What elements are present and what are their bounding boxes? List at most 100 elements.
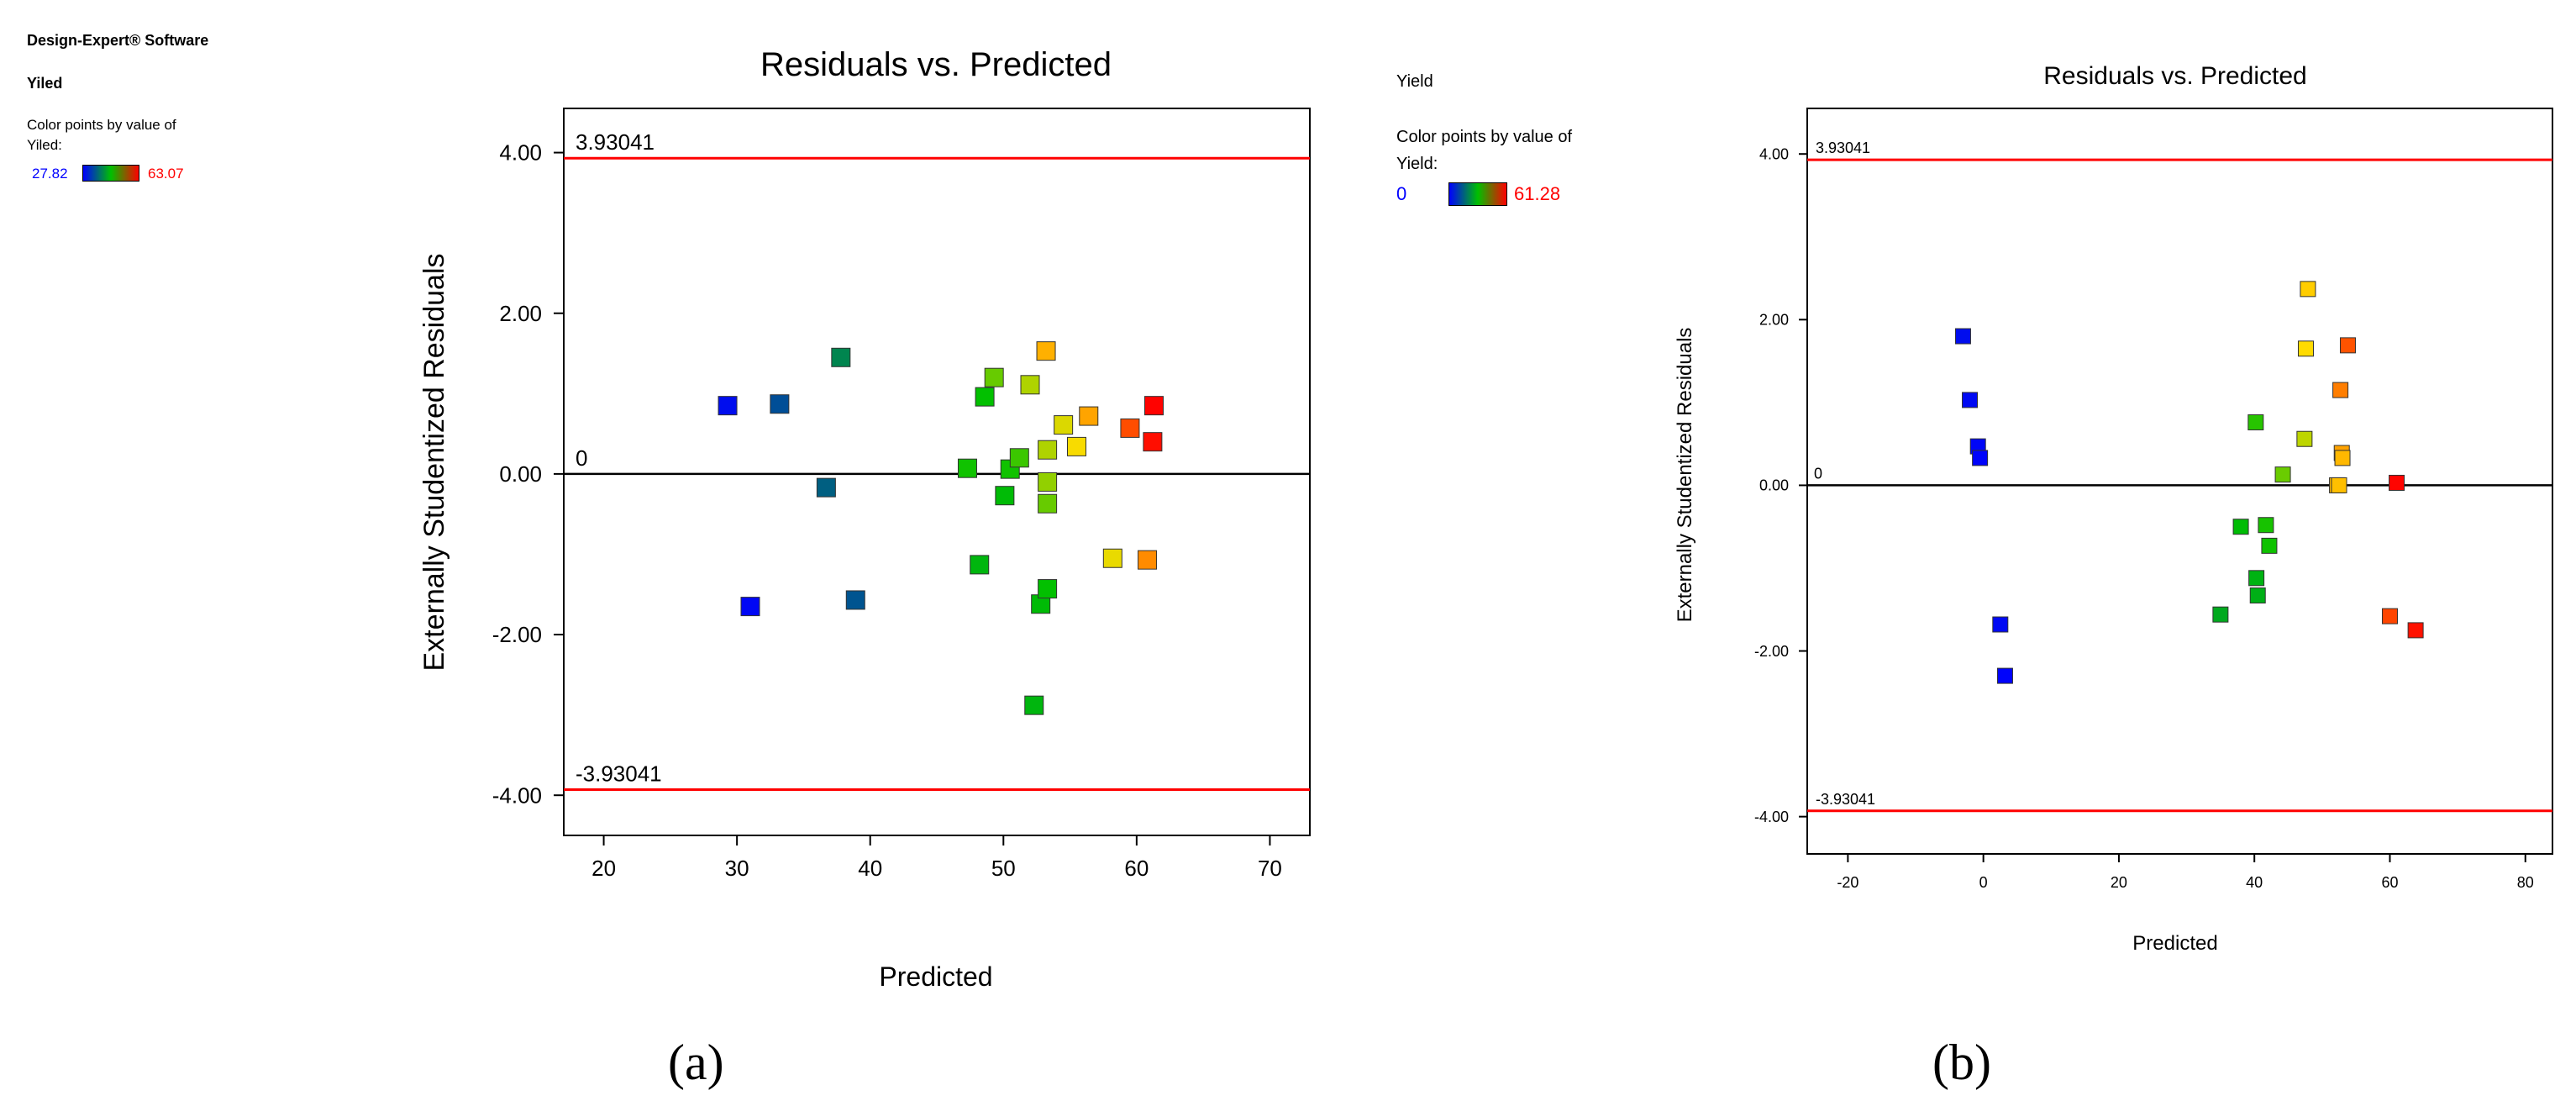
data-point bbox=[1038, 440, 1058, 460]
data-point bbox=[1009, 448, 1029, 468]
data-point bbox=[770, 394, 790, 414]
lower-limit-label: -3.93041 bbox=[1816, 791, 1875, 808]
caption-a: (a) bbox=[668, 1035, 724, 1090]
data-point bbox=[2389, 474, 2405, 491]
data-point bbox=[1036, 341, 1056, 361]
xtick-label: 20 bbox=[2111, 874, 2127, 891]
data-point bbox=[970, 555, 990, 575]
data-point bbox=[1024, 695, 1044, 715]
data-point bbox=[1962, 392, 1979, 408]
ytick-label: -2.00 bbox=[492, 622, 542, 647]
chart-b-xlabel: Predicted bbox=[2132, 932, 2217, 955]
chart-b-title: Residuals vs. Predicted bbox=[2043, 62, 2306, 90]
ytick-label: -4.00 bbox=[492, 782, 542, 808]
software-title: Design-Expert® Software bbox=[27, 32, 209, 49]
data-point bbox=[2212, 606, 2229, 623]
data-point bbox=[2258, 517, 2274, 534]
data-point bbox=[740, 597, 760, 617]
data-point bbox=[2332, 382, 2349, 398]
data-point bbox=[1972, 450, 1989, 466]
color-gradient-bar-a bbox=[82, 165, 139, 182]
xtick-label: 80 bbox=[2517, 874, 2534, 891]
ytick-label: 0.00 bbox=[1759, 477, 1789, 494]
data-point bbox=[2331, 477, 2347, 493]
color-max-a: 63.07 bbox=[148, 166, 184, 182]
data-point bbox=[1038, 471, 1058, 492]
color-min-b: 0 bbox=[1396, 183, 1407, 204]
chart-a: Residuals vs. Predicted Externally Stude… bbox=[418, 46, 1311, 992]
data-point bbox=[2300, 281, 2316, 298]
ytick-label: 0.00 bbox=[499, 461, 542, 487]
data-point bbox=[1138, 550, 1158, 570]
chart-b-ylabel: Externally Studentized Residuals bbox=[1674, 328, 1696, 623]
data-point bbox=[2334, 450, 2351, 466]
data-point bbox=[984, 367, 1004, 387]
data-point bbox=[995, 486, 1015, 506]
ytick-label: 4.00 bbox=[1759, 146, 1789, 163]
color-desc-b-line2: Yield: bbox=[1396, 155, 1438, 173]
data-point bbox=[2381, 608, 2398, 624]
data-point bbox=[1079, 406, 1099, 426]
lower-limit-label: -3.93041 bbox=[576, 761, 662, 787]
data-point bbox=[2407, 622, 2424, 639]
data-point bbox=[816, 477, 836, 498]
data-point bbox=[845, 590, 865, 610]
data-point bbox=[1996, 667, 2013, 684]
data-point bbox=[1954, 328, 1971, 345]
ytick-label: 4.00 bbox=[499, 140, 542, 166]
color-desc-a-line2: Yiled: bbox=[27, 137, 62, 153]
data-point bbox=[1038, 579, 1058, 599]
color-max-b: 61.28 bbox=[1514, 183, 1561, 204]
xtick-label: 50 bbox=[991, 856, 1016, 881]
ytick-label: -4.00 bbox=[1754, 809, 1789, 825]
data-point bbox=[2261, 537, 2278, 554]
data-point bbox=[975, 387, 995, 407]
xtick-label: 40 bbox=[2246, 874, 2263, 891]
data-point bbox=[1143, 396, 1164, 416]
data-point bbox=[1067, 436, 1086, 456]
xtick-label: -20 bbox=[1837, 874, 1858, 891]
chart-a-xlabel: Predicted bbox=[879, 961, 992, 992]
upper-limit-label: 3.93041 bbox=[1816, 140, 1870, 156]
data-point bbox=[1038, 493, 1058, 514]
xtick-label: 70 bbox=[1258, 856, 1282, 881]
chart-b-frame bbox=[1806, 108, 2553, 855]
xtick-label: 60 bbox=[1124, 856, 1149, 881]
data-point bbox=[2248, 570, 2265, 587]
zero-line-label: 0 bbox=[1814, 465, 1822, 482]
chart-a-title: Residuals vs. Predicted bbox=[760, 46, 1112, 83]
data-point bbox=[2297, 340, 2314, 357]
color-desc-b-line1: Color points by value of bbox=[1396, 128, 1573, 146]
response-name-a: Yiled bbox=[27, 75, 63, 92]
color-desc-a-line1: Color points by value of bbox=[27, 117, 176, 133]
xtick-label: 30 bbox=[725, 856, 749, 881]
data-point bbox=[2247, 414, 2264, 431]
data-point bbox=[1020, 375, 1040, 395]
data-point bbox=[2274, 466, 2291, 483]
ytick-label: 2.00 bbox=[499, 301, 542, 326]
ytick-label: -2.00 bbox=[1754, 643, 1789, 660]
xtick-label: 60 bbox=[2381, 874, 2398, 891]
data-point bbox=[2249, 587, 2266, 604]
xtick-label: 20 bbox=[591, 856, 616, 881]
chart-b: Residuals vs. Predicted Externally Stude… bbox=[1674, 62, 2553, 955]
color-min-a: 27.82 bbox=[32, 166, 68, 182]
data-point bbox=[2296, 430, 2313, 447]
data-point bbox=[1054, 415, 1074, 435]
chart-a-ylabel: Externally Studentized Residuals bbox=[418, 253, 450, 671]
data-point bbox=[1143, 432, 1163, 452]
data-point bbox=[2232, 519, 2249, 535]
caption-b: (b) bbox=[1932, 1035, 1991, 1090]
chart-a-frame bbox=[563, 108, 1311, 836]
upper-limit-label: 3.93041 bbox=[576, 129, 655, 155]
zero-line-label: 0 bbox=[576, 445, 587, 471]
data-point bbox=[1102, 548, 1122, 568]
data-point bbox=[718, 396, 738, 416]
data-point bbox=[1992, 616, 2009, 633]
response-name-b: Yield bbox=[1396, 72, 1433, 91]
data-point bbox=[831, 347, 851, 367]
xtick-label: 40 bbox=[858, 856, 882, 881]
data-point bbox=[957, 458, 977, 478]
data-point bbox=[2339, 337, 2356, 354]
color-gradient-bar-b bbox=[1448, 182, 1507, 206]
